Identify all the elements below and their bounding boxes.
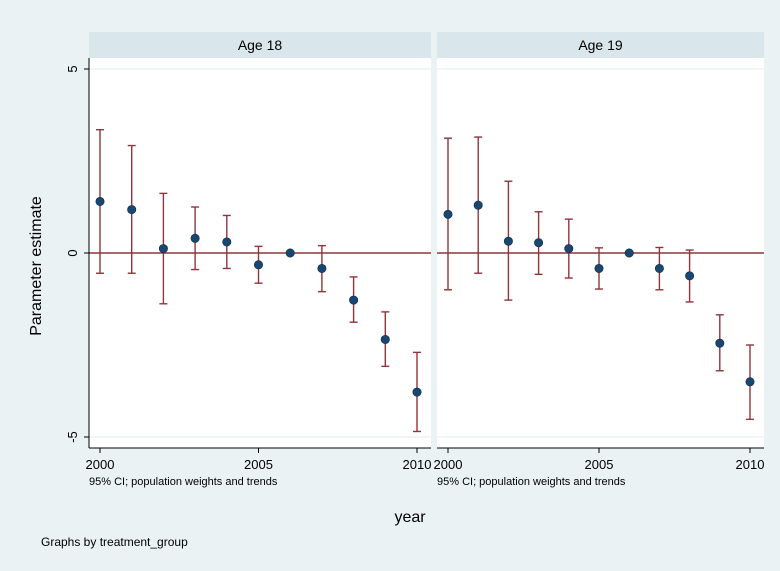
x-tick-label: 2005 <box>585 457 614 472</box>
estimate-point <box>127 205 137 215</box>
estimate-point <box>349 295 359 305</box>
estimate-point <box>503 236 513 246</box>
x-tick-label: 2005 <box>244 457 273 472</box>
estimate-point <box>715 338 725 348</box>
estimate-point <box>254 260 264 270</box>
estimate-point <box>443 209 453 219</box>
panel-strip <box>89 32 431 58</box>
estimate-point <box>564 244 574 254</box>
estimate-point <box>222 237 232 247</box>
estimate-point <box>158 244 168 254</box>
estimate-point <box>95 196 105 206</box>
estimate-point <box>534 238 544 248</box>
estimate-point <box>285 248 295 258</box>
x-tick-label: 2000 <box>434 457 463 472</box>
panel-title: Age 18 <box>238 37 283 53</box>
y-tick-label: 0 <box>65 249 80 256</box>
x-tick-label: 2010 <box>403 457 432 472</box>
y-tick-label: 5 <box>65 65 80 72</box>
estimate-point <box>654 263 664 273</box>
estimate-point <box>412 387 422 397</box>
graphs-by-note: Graphs by treatment_group <box>41 535 188 549</box>
estimate-point <box>473 200 483 210</box>
y-tick-label: -5 <box>65 431 80 443</box>
x-axis-title: year <box>394 509 426 526</box>
estimate-point <box>745 377 755 387</box>
estimate-point <box>685 271 695 281</box>
estimate-point <box>380 334 390 344</box>
panel-strip <box>437 32 764 58</box>
panel-caption: 95% CI; population weights and trends <box>89 476 278 488</box>
estimate-point <box>190 233 200 243</box>
panel-title: Age 19 <box>578 37 623 53</box>
panels: Age 18 -5 0 5 2000 2005 2010 95% CI; population… <box>65 32 764 488</box>
x-tick-label: 2010 <box>736 457 765 472</box>
y-axis-title: Parameter estimate <box>28 196 45 336</box>
panel-caption: 95% CI; population weights and trends <box>437 476 626 488</box>
estimate-point <box>317 263 327 273</box>
x-tick-label: 2000 <box>86 457 115 472</box>
panel-1: Age 18 -5 0 5 2000 2005 2010 95% CI; population… <box>65 32 431 488</box>
estimate-point <box>624 248 634 258</box>
panel-2: Age 19 2000 2005 2010 95% CI; population wei… <box>434 32 765 488</box>
estimate-point <box>594 263 604 273</box>
